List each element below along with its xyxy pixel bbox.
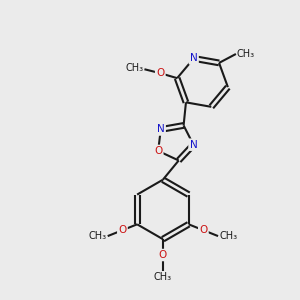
Text: CH₃: CH₃ [154, 272, 172, 282]
Text: N: N [157, 124, 165, 134]
Text: O: O [118, 225, 127, 235]
Text: O: O [199, 225, 208, 235]
Text: CH₃: CH₃ [125, 63, 143, 73]
Text: CH₃: CH₃ [237, 49, 255, 59]
Text: O: O [154, 146, 162, 156]
Text: CH₃: CH₃ [219, 231, 237, 241]
Text: O: O [156, 68, 164, 78]
Text: CH₃: CH₃ [88, 231, 107, 241]
Text: N: N [190, 53, 198, 63]
Text: O: O [159, 250, 167, 260]
Text: N: N [190, 140, 197, 150]
